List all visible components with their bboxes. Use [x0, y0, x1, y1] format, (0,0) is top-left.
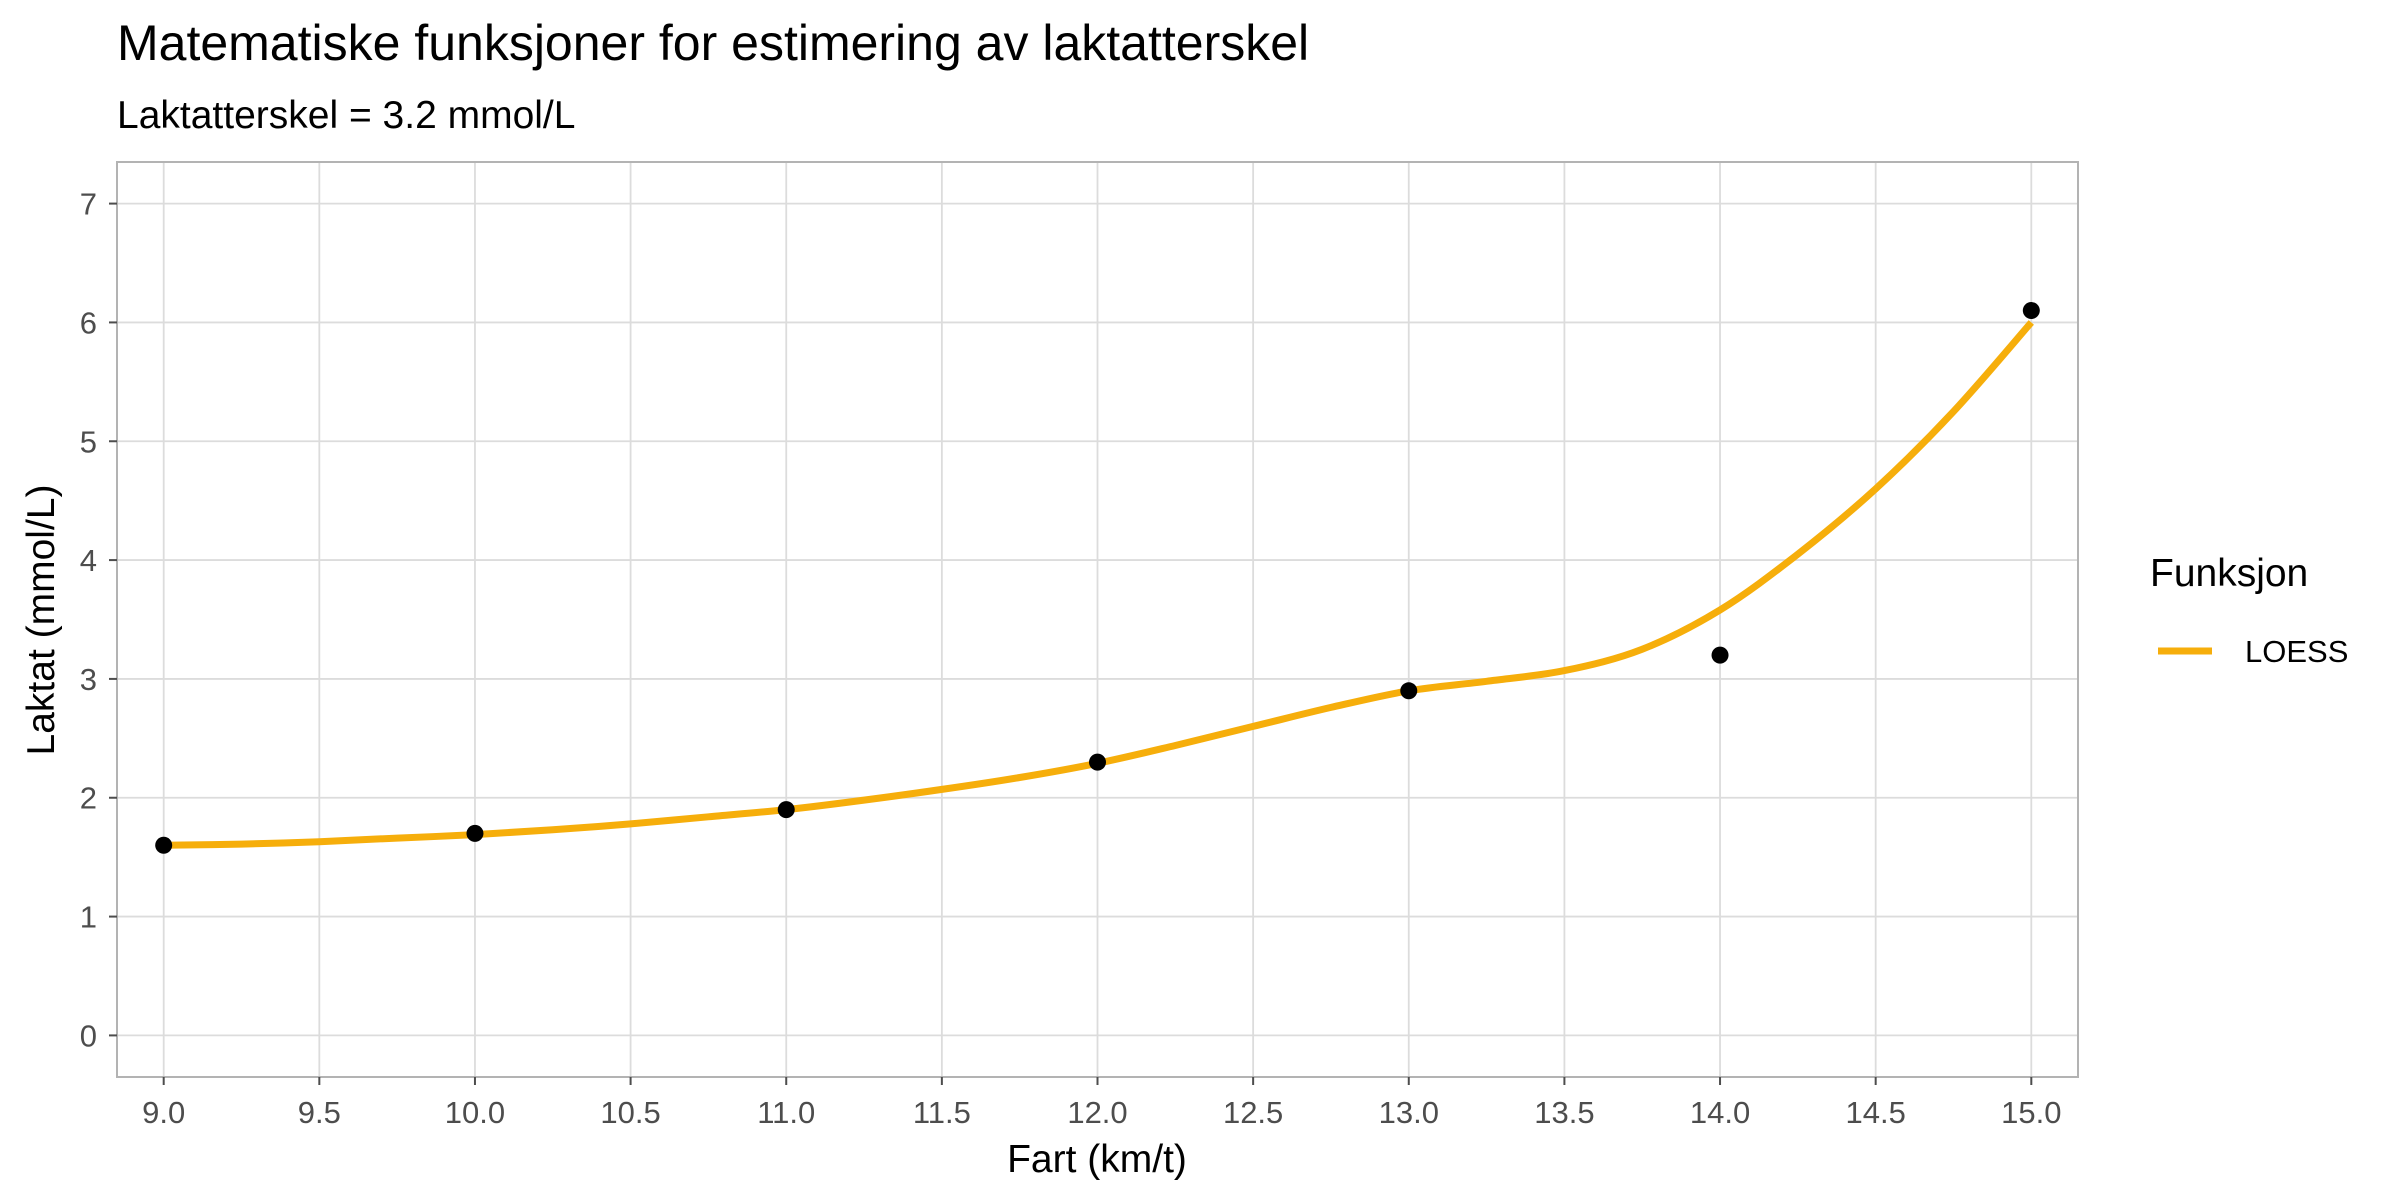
x-axis-title: Fart (km/t) — [1007, 1138, 1187, 1181]
x-tick-label: 9.0 — [142, 1095, 185, 1130]
x-tick-label: 12.5 — [1223, 1095, 1283, 1130]
y-axis: 0 1 2 3 4 5 6 7 — [80, 187, 117, 1053]
legend: Funksjon LOESS — [2150, 552, 2348, 669]
data-point — [155, 836, 173, 854]
y-tick-label: 2 — [80, 781, 97, 816]
y-tick-label: 4 — [80, 543, 97, 578]
x-tick-label: 14.5 — [1846, 1095, 1906, 1130]
x-tick-label: 13.5 — [1534, 1095, 1594, 1130]
x-tick-label: 11.0 — [757, 1095, 815, 1130]
data-point — [2022, 302, 2040, 320]
x-tick-label: 15.0 — [2001, 1095, 2061, 1130]
data-point — [1711, 646, 1729, 664]
y-tick-label: 7 — [80, 187, 97, 222]
x-tick-label: 12.0 — [1067, 1095, 1127, 1130]
data-point — [1089, 753, 1106, 771]
y-tick-label: 0 — [80, 1018, 97, 1053]
y-tick-label: 1 — [80, 900, 97, 935]
y-tick-label: 6 — [80, 305, 97, 340]
y-tick-label: 5 — [80, 424, 97, 459]
x-tick-label: 9.5 — [298, 1095, 341, 1130]
x-tick-label: 13.0 — [1379, 1095, 1439, 1130]
points-layer — [155, 302, 2040, 854]
chart-title: Matematiske funksjoner for estimering av… — [117, 15, 1309, 71]
x-tick-label: 14.0 — [1690, 1095, 1750, 1130]
y-tick-label: 3 — [80, 662, 97, 697]
data-point — [1400, 682, 1418, 700]
y-axis-title: Laktat (mmol/L) — [20, 485, 63, 756]
x-tick-label: 11.5 — [913, 1095, 971, 1130]
legend-title: Funksjon — [2150, 552, 2308, 595]
chart-subtitle: Laktatterskel = 3.2 mmol/L — [117, 94, 575, 137]
data-point — [466, 824, 484, 842]
grid — [117, 162, 2078, 1077]
x-axis: 9.0 9.5 10.0 10.5 11.0 11.5 12.0 12.5 13.0 13.5 14… — [142, 1077, 2061, 1130]
x-tick-label: 10.0 — [445, 1095, 505, 1130]
data-point — [777, 801, 795, 819]
x-tick-label: 10.5 — [600, 1095, 660, 1130]
legend-label-loess: LOESS — [2245, 634, 2348, 669]
